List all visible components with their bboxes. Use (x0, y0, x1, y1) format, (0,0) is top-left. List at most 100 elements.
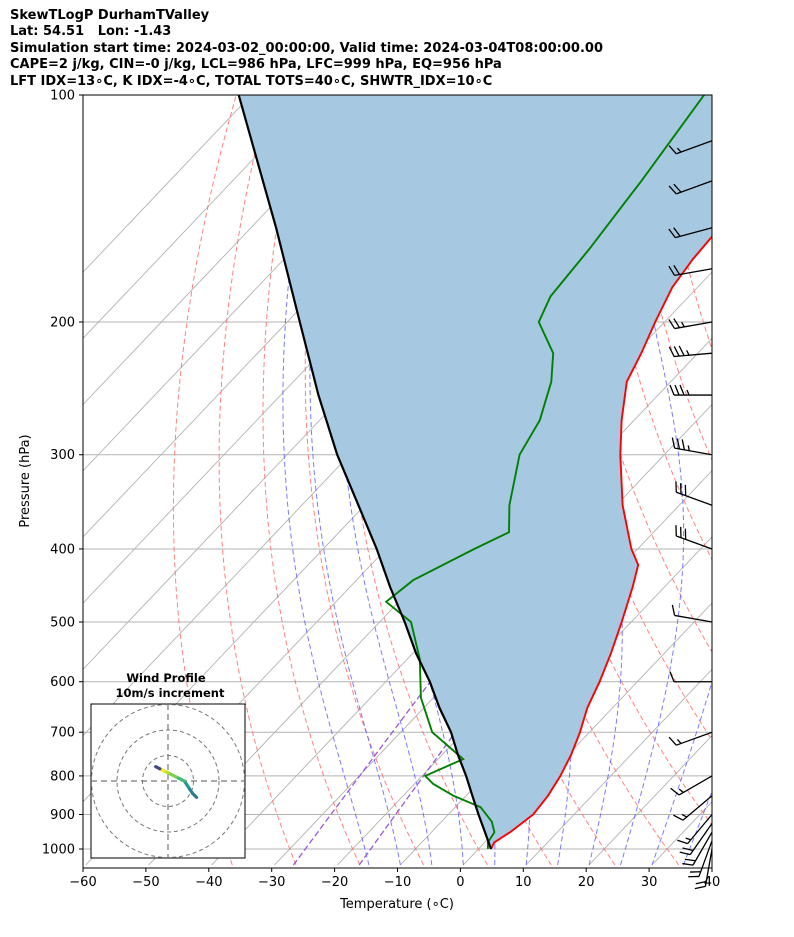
hodograph-title: Wind Profile (126, 671, 206, 685)
x-tick-label: 40 (704, 875, 721, 890)
moist-adiabat (651, 680, 712, 866)
barb-flag (668, 319, 676, 329)
indices-line-1: CAPE=2 j/kg, CIN=-0 j/kg, LCL=986 hPa, L… (10, 57, 502, 73)
wind-barbs (668, 140, 713, 890)
barb-half-flag (687, 445, 690, 451)
barb-flag (673, 346, 680, 357)
wind-barb (679, 823, 713, 856)
hodograph-segment (154, 765, 162, 771)
axes: −60 −50 −40 −30 −20 −10 0 10 20 30 40 1000 900 800 700… (42, 89, 720, 891)
y-tick-label: 1000 (42, 843, 75, 858)
cape-shade (238, 95, 712, 849)
wind-barb (673, 795, 713, 821)
wind-barb (668, 264, 713, 276)
barb-flag (677, 839, 688, 845)
hodograph-inset: Wind Profile 10m/s increment (90, 671, 246, 859)
wind-barb (668, 140, 713, 155)
temperature-line (490, 235, 712, 850)
barb-flag (674, 384, 680, 396)
barb-flag (668, 346, 675, 357)
dry-adiabat (725, 95, 794, 865)
barb-staff (704, 848, 713, 887)
moist-adiabat (338, 95, 433, 866)
barb-flag (669, 384, 675, 396)
barb-half-flag (676, 147, 682, 153)
barb-flag (673, 318, 681, 329)
barb-flag (668, 265, 676, 276)
x-tick-label: −10 (384, 875, 411, 890)
barb-flag (673, 227, 681, 237)
barb-flag (684, 858, 696, 862)
barb-staff (687, 814, 713, 845)
barb-flag (676, 438, 681, 450)
chart-header: SkewTLogP DurhamTValley Lat: 54.51 Lon: … (10, 8, 603, 90)
y-tick-label: 400 (50, 542, 75, 557)
barb-flag (682, 862, 694, 866)
dry-adiabat (262, 95, 361, 866)
barb-half-flag (676, 739, 682, 744)
dry-adiabat (758, 95, 794, 865)
wind-barb (669, 671, 712, 683)
wind-barb (668, 227, 713, 239)
moist-adiabat (682, 789, 712, 866)
wind-barb (668, 345, 713, 358)
dry-adiabat (594, 95, 712, 561)
wind-barb (682, 831, 713, 866)
wind-barb (671, 604, 713, 623)
x-axis-title: Temperature (∘C) (339, 897, 454, 912)
isotherm-line (462, 602, 712, 866)
barb-staff (692, 831, 713, 866)
barb-flag (670, 787, 680, 796)
isotherm-line (83, 95, 252, 273)
barb-flag (673, 183, 682, 193)
barb-flag (668, 228, 676, 238)
barb-staff (678, 775, 713, 796)
moist-adiabat (309, 95, 401, 866)
wind-barb (669, 384, 712, 396)
barb-flag (668, 185, 677, 195)
y-tick-label: 700 (50, 726, 75, 741)
wind-barb (670, 775, 713, 796)
wind-barb (668, 180, 713, 195)
barb-flag (679, 851, 691, 856)
wind-barb (675, 525, 713, 550)
barb-staff (676, 180, 713, 195)
barb-flag (695, 880, 707, 885)
barb-staff (674, 614, 713, 623)
wind-barb (668, 318, 713, 330)
isotherm-line (274, 403, 712, 866)
moist-adiabat (715, 95, 794, 865)
barb-half-flag (685, 837, 691, 841)
x-tick-label: −50 (132, 875, 159, 890)
isotherm-line (525, 668, 712, 866)
x-tick-label: 0 (456, 875, 464, 890)
barb-half-flag (681, 321, 685, 328)
mixing-ratio-line (292, 681, 431, 866)
barb-staff (674, 268, 713, 276)
x-tick-label: −30 (258, 875, 285, 890)
y-axis-title: Pressure (hPa) (18, 434, 33, 527)
x-tick-label: −20 (321, 875, 348, 890)
wind-barb (675, 481, 713, 506)
barb-staff (676, 491, 713, 506)
barb-flag (681, 439, 686, 451)
isotherm-line (83, 95, 378, 406)
barb-flag (682, 847, 694, 852)
isotherm-line (83, 95, 315, 339)
mixing-ratio-line (358, 681, 493, 866)
parcel-line (237, 95, 493, 850)
y-tick-label: 800 (50, 769, 75, 784)
indices-line-2: LFT IDX=13∘C, K IDX=-4∘C, TOTAL TOTS=40∘… (10, 73, 493, 89)
barb-staff (682, 795, 713, 821)
y-tick-label: 100 (50, 89, 75, 104)
chart-title: SkewTLogP DurhamTValley (10, 8, 210, 23)
barb-half-flag (686, 350, 690, 356)
barb-half-flag (686, 389, 690, 396)
barb-staff (676, 731, 713, 746)
barb-staff (676, 140, 713, 155)
isotherm-line (715, 95, 794, 865)
barb-flag (669, 671, 675, 682)
barb-flag (673, 264, 681, 275)
barb-half-flag (681, 813, 688, 818)
barb-flag (679, 384, 685, 396)
